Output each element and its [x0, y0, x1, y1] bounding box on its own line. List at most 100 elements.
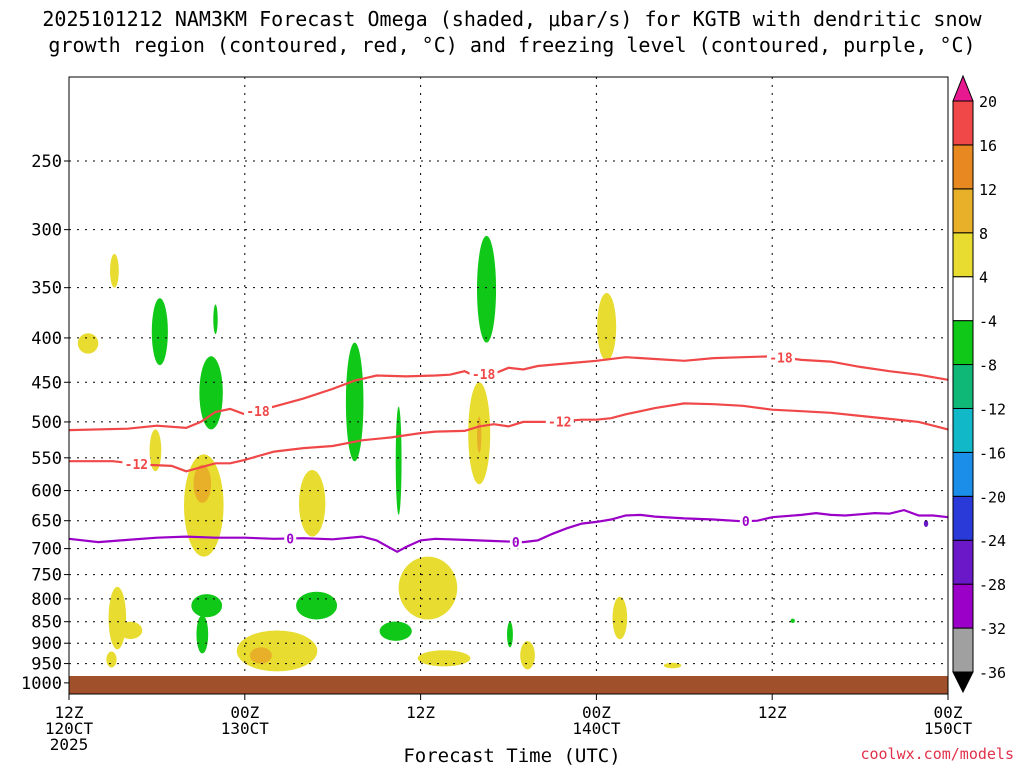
colorbar-band-11 — [952, 188, 974, 234]
omega-region-17 — [296, 591, 338, 620]
omega-region-6 — [149, 429, 162, 472]
omega-region-19 — [196, 614, 209, 654]
colorbar-label--28: -28 — [979, 576, 1006, 594]
colorbar-label-8: 8 — [979, 225, 988, 243]
omega-region-29 — [612, 596, 628, 640]
x-tick-label-0-0: 12Z — [55, 703, 84, 722]
y-tick-label-850: 850 — [31, 613, 62, 633]
omega-region-12 — [477, 235, 497, 343]
y-tick-label-600: 600 — [31, 482, 62, 502]
omega-shading-layer — [77, 235, 929, 672]
y-tick-label-550: 550 — [31, 449, 62, 469]
x-tick-label-0-1: 120CT — [45, 719, 94, 738]
colorbar-label--36: -36 — [979, 664, 1006, 682]
chart-title: 2025101212 NAM3KM Forecast Omega (shaded… — [0, 6, 1024, 58]
colorbar-label--20: -20 — [979, 488, 1006, 506]
colorbar-top-arrow — [952, 74, 974, 102]
colorbar-band-8 — [952, 320, 974, 366]
omega-region-5 — [199, 356, 223, 430]
omega-region-26 — [249, 647, 272, 664]
omega-region-2 — [77, 333, 99, 354]
contour-label-bg — [243, 403, 272, 418]
colorbar-label-20: 20 — [979, 93, 997, 111]
colorbar: -36 -32 -28 -24 -20 -16 -12 -8 -4 4 8 12 16 20 — [952, 74, 1006, 694]
colorbar-band-9 — [952, 276, 974, 322]
omega-region-16 — [398, 556, 458, 620]
contour-line-2 — [68, 508, 949, 554]
chart-title-line-1: 2025101212 NAM3KM Forecast Omega (shaded… — [42, 7, 982, 31]
y-tick-label-450: 450 — [31, 373, 62, 393]
contour-label: 0 — [742, 515, 750, 530]
omega-region-28 — [520, 641, 535, 670]
y-tick-label-500: 500 — [31, 413, 62, 433]
colorbar-label--24: -24 — [979, 532, 1006, 550]
contour-label-bg — [509, 534, 522, 549]
y-tick-label-750: 750 — [31, 566, 62, 586]
omega-region-1 — [110, 253, 119, 288]
colorbar-label--4: -4 — [979, 313, 997, 331]
omega-region-22 — [108, 586, 127, 650]
contour-label-bg — [545, 414, 574, 429]
contour-label-bg — [469, 367, 498, 382]
x-tick-label-0-2: 2025 — [50, 735, 89, 754]
contour-label: -18 — [769, 351, 793, 366]
contour-label: -18 — [472, 368, 496, 383]
contour-label: -12 — [548, 415, 571, 430]
y-tick-label-250: 250 — [31, 152, 62, 172]
omega-region-11 — [395, 406, 402, 515]
colorbar-label--12: -12 — [979, 400, 1006, 418]
plot-frame — [68, 76, 949, 695]
omega-region-32 — [923, 520, 929, 528]
y-tick-label-800: 800 — [31, 590, 62, 610]
omega-region-31 — [790, 618, 795, 624]
omega-region-21 — [507, 621, 513, 648]
colorbar-bottom-arrow — [952, 671, 974, 694]
omega-region-4 — [213, 304, 218, 335]
colorbar-band-6 — [952, 407, 974, 453]
y-tick-label-950: 950 — [31, 655, 62, 675]
omega-region-3 — [151, 298, 168, 366]
colorbar-label-4: 4 — [979, 269, 988, 287]
omega-region-23 — [118, 621, 143, 640]
omega-region-27 — [417, 650, 471, 667]
contour-label-bg — [766, 350, 795, 365]
y-tick-label-700: 700 — [31, 540, 62, 560]
colorbar-band-4 — [952, 495, 974, 541]
y-tick-label-350: 350 — [31, 279, 62, 299]
x-tick-label-48-0: 12Z — [758, 703, 787, 722]
contour-label-bg — [739, 514, 752, 529]
credit-text: coolwx.com/models — [860, 745, 1014, 763]
omega-region-9 — [299, 469, 326, 537]
omega-region-15 — [597, 293, 617, 361]
x-tick-label-60-0: 00Z — [934, 703, 963, 722]
colorbar-label--8: -8 — [979, 357, 997, 375]
colorbar-band-10 — [952, 232, 974, 278]
x-tick-label-12-0: 00Z — [230, 703, 259, 722]
x-tick-label-60-1: 150CT — [924, 719, 973, 738]
contour-line-1 — [69, 402, 949, 473]
colorbar-label--32: -32 — [979, 620, 1006, 638]
colorbar-band-2 — [952, 583, 974, 629]
contour-label-bg — [284, 531, 297, 546]
colorbar-band-13 — [952, 100, 974, 146]
colorbar-band-12 — [952, 144, 974, 190]
colorbar-label-12: 12 — [979, 181, 997, 199]
x-tick-label-12-1: 130CT — [221, 719, 270, 738]
omega-region-8 — [193, 464, 212, 503]
y-tick-label-300: 300 — [31, 221, 62, 241]
y-tick-label-400: 400 — [31, 329, 62, 349]
colorbar-label-16: 16 — [979, 137, 997, 155]
omega-region-18 — [191, 594, 223, 618]
x-tick-label-36-0: 00Z — [582, 703, 611, 722]
chart-title-line-2: growth region (contoured, red, °C) and f… — [48, 33, 976, 57]
omega-region-30 — [663, 662, 682, 669]
omega-region-20 — [379, 621, 412, 641]
axis-layer: 2503003504004505005506006507007508008509… — [21, 152, 972, 754]
colorbar-band-5 — [952, 451, 974, 497]
omega-region-25 — [236, 630, 318, 672]
colorbar-band-1 — [952, 627, 974, 673]
contour-label: 0 — [512, 536, 520, 551]
omega-region-10 — [345, 342, 364, 462]
x-axis-title: Forecast Time (UTC) — [403, 745, 621, 767]
